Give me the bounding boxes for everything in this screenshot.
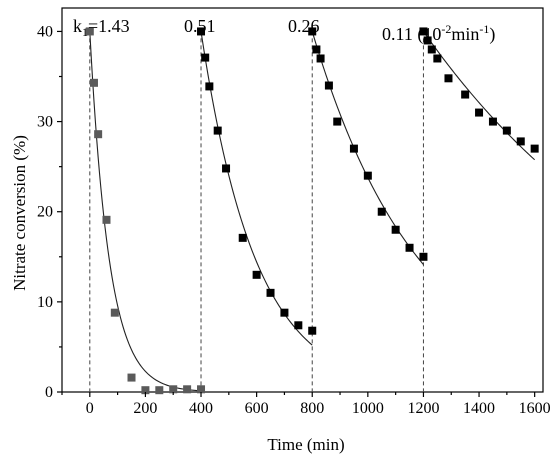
data-point [85, 27, 94, 36]
data-point [405, 243, 414, 252]
data-point [312, 45, 321, 54]
data-point [102, 215, 111, 224]
y-tick-label: 10 [37, 294, 53, 311]
data-point [110, 308, 119, 317]
x-tick-label: 0 [86, 400, 94, 417]
fit-curves [89, 31, 536, 392]
data-point [530, 144, 539, 153]
y-tick-label: 30 [37, 114, 53, 131]
divider-lines [89, 31, 424, 392]
data-point [516, 137, 525, 146]
fit-curve [89, 31, 202, 392]
data-point [324, 81, 333, 90]
data-point [316, 54, 325, 63]
data-point [433, 54, 442, 63]
data-point [294, 321, 303, 330]
data-point [308, 27, 317, 36]
data-point [427, 45, 436, 54]
data-point [197, 385, 206, 394]
data-point [169, 385, 178, 394]
data-point [349, 144, 358, 153]
data-point [201, 53, 210, 62]
data-point [94, 130, 103, 139]
x-tick-label: 1600 [519, 400, 550, 417]
data-point [238, 233, 247, 242]
annotation-run1: k1=1.43 [73, 16, 130, 39]
x-tick-label: 1200 [407, 400, 439, 417]
fit-curve [200, 31, 313, 346]
data-point [155, 386, 164, 395]
x-tick-label: 800 [300, 400, 324, 417]
y-axis-title: Nitrate conversion (%) [10, 135, 29, 291]
y-tick-label: 20 [37, 204, 53, 221]
y-tick-label: 0 [45, 384, 53, 401]
data-point [308, 326, 317, 335]
data-point [363, 171, 372, 180]
fit-curve [311, 31, 424, 265]
x-tick-label: 200 [133, 400, 157, 417]
x-tick-label: 600 [245, 400, 269, 417]
axis-ticks: 0 200 400 600 800 1000 1200 1400 1600 0 10 20 30 40 [37, 23, 550, 417]
x-tick-label: 1000 [352, 400, 384, 417]
y-tick-label: 40 [37, 23, 53, 40]
data-point [502, 126, 511, 135]
fit-curve [423, 31, 536, 161]
data-point [419, 27, 428, 36]
data-point [141, 386, 150, 395]
data-point [419, 252, 428, 261]
data-point [197, 27, 206, 36]
data-point [252, 270, 261, 279]
data-point [183, 385, 192, 394]
data-point [488, 117, 497, 126]
data-point [461, 90, 470, 99]
data-point [127, 373, 136, 382]
data-point [377, 207, 386, 216]
x-tick-label: 1400 [463, 400, 495, 417]
data-point [423, 36, 432, 45]
data-point [333, 117, 342, 126]
data-point [222, 164, 231, 173]
data-points [85, 27, 539, 395]
annotation-run2: 0.51 [184, 16, 216, 36]
data-point [205, 82, 214, 91]
data-point [213, 126, 222, 135]
data-point [280, 308, 289, 317]
annotation-run3: 0.26 [288, 16, 320, 36]
annotation-run4: 0.11 (10-2min-1) [382, 22, 495, 45]
x-axis-title: Time (min) [267, 435, 344, 454]
data-point [391, 225, 400, 234]
plot-border [61, 7, 544, 393]
data-point [266, 288, 275, 297]
x-tick-label: 400 [189, 400, 213, 417]
data-point [475, 108, 484, 117]
data-point [444, 74, 453, 83]
plot-frame [61, 7, 544, 393]
data-point [89, 78, 98, 87]
